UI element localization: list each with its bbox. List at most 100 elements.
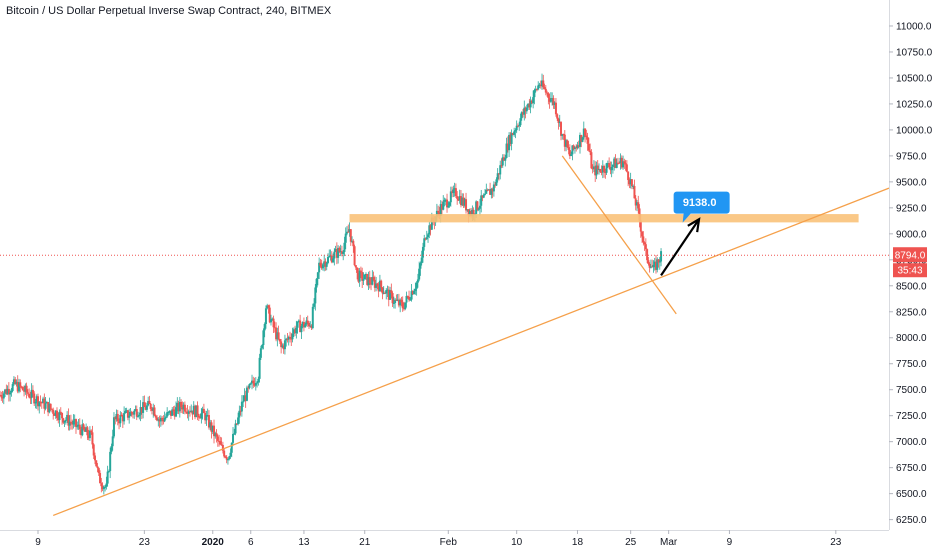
- candle: [200, 408, 203, 424]
- candle: [5, 384, 8, 396]
- candle-body: [276, 332, 279, 340]
- candle-body: [9, 392, 12, 395]
- candle: [338, 246, 341, 254]
- price-axis[interactable]: 11000.0 10750.0 10500.0 10250.0 10000.0 9750.…: [889, 0, 932, 530]
- candle: [603, 164, 606, 178]
- candle-body: [423, 238, 426, 247]
- candle-body: [167, 411, 170, 413]
- candle-body: [413, 290, 416, 295]
- candle-body: [363, 274, 366, 280]
- candle-body: [104, 486, 107, 488]
- candle: [161, 416, 164, 426]
- candle-body: [35, 396, 38, 402]
- time-tick-label: Mar: [660, 537, 678, 548]
- candle: [134, 405, 137, 412]
- candle-body: [315, 278, 318, 288]
- candle-body: [651, 266, 654, 268]
- candle-body: [10, 390, 13, 393]
- candle-body: [144, 407, 147, 410]
- candle-body: [291, 333, 294, 340]
- candle: [351, 236, 354, 244]
- candle-body: [311, 306, 314, 329]
- candle-body: [242, 401, 245, 403]
- candle-body: [261, 345, 264, 349]
- candle-body: [347, 231, 350, 233]
- candle-body: [221, 445, 224, 451]
- candle-body: [33, 393, 36, 404]
- candle-body: [91, 432, 94, 445]
- candle-body: [120, 414, 123, 417]
- candle: [366, 273, 369, 287]
- candle: [123, 406, 126, 425]
- candle-body: [425, 237, 428, 240]
- candle-body: [600, 171, 603, 173]
- candle: [410, 284, 413, 302]
- candle-body: [482, 194, 485, 198]
- candle: [554, 97, 557, 117]
- candle: [487, 188, 490, 191]
- candle: [637, 195, 640, 214]
- candle-body: [544, 88, 547, 93]
- candle-body: [448, 202, 451, 206]
- candle-body: [633, 186, 636, 199]
- candle: [104, 485, 107, 492]
- candle: [133, 409, 136, 419]
- candle-body: [570, 154, 573, 157]
- price-tick-label: 10000.0: [896, 125, 932, 136]
- candle: [548, 93, 551, 109]
- candle-body: [582, 128, 585, 138]
- candle: [530, 99, 533, 105]
- candle: [429, 223, 432, 236]
- candle-body: [605, 163, 608, 173]
- candle-body: [6, 388, 9, 394]
- countdown-badge: [893, 263, 927, 278]
- candle: [363, 274, 366, 280]
- candle-body: [541, 80, 544, 87]
- candle-body: [442, 201, 445, 210]
- candle-body: [23, 390, 26, 392]
- candle-body: [258, 357, 261, 379]
- candle-body: [524, 107, 527, 112]
- candle: [45, 400, 48, 404]
- candle-body: [401, 302, 404, 309]
- candle: [73, 414, 76, 427]
- candle: [99, 470, 102, 484]
- candle-body: [603, 165, 606, 172]
- candle: [628, 177, 631, 189]
- candle: [371, 270, 374, 286]
- candle-body: [114, 417, 117, 420]
- time-axis[interactable]: 9 23 2020 6 13 21 Feb 10 18 25 Mar 9 23: [0, 530, 889, 548]
- candle-body: [345, 231, 348, 234]
- candle-body: [290, 338, 293, 340]
- candle: [191, 410, 194, 420]
- candle: [216, 434, 219, 447]
- candle: [156, 415, 159, 422]
- candle: [448, 201, 451, 208]
- candle-body: [427, 234, 430, 238]
- candle-body: [625, 164, 628, 172]
- candle-body: [481, 195, 484, 198]
- candle: [17, 378, 20, 394]
- price-tick-label: 9000.0: [896, 229, 927, 240]
- candle-body: [484, 193, 487, 195]
- candle: [315, 278, 318, 293]
- candle-body: [591, 168, 594, 170]
- candle: [264, 305, 267, 329]
- candle-body: [138, 414, 141, 417]
- candle: [386, 285, 389, 298]
- candle: [577, 140, 580, 149]
- candle-body: [92, 444, 95, 456]
- candle-body: [568, 150, 571, 157]
- candle-body: [386, 289, 389, 291]
- candle: [68, 415, 71, 431]
- candle: [342, 250, 345, 261]
- candle-body: [319, 262, 322, 267]
- candle-body: [567, 147, 570, 151]
- candle: [81, 419, 84, 437]
- candle: [306, 315, 309, 327]
- candle-body: [188, 411, 191, 413]
- candle-body: [173, 411, 176, 417]
- candle-body: [420, 257, 423, 264]
- candle-body: [333, 251, 336, 259]
